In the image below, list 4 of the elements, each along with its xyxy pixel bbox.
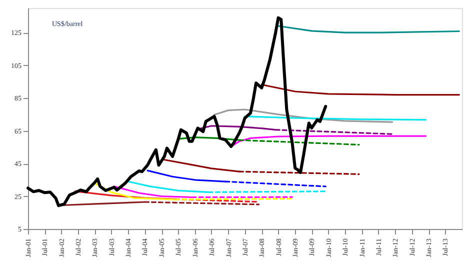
- line-series: [260, 84, 460, 96]
- line-series: [213, 108, 394, 123]
- line-series: [26, 16, 328, 208]
- line-series: [277, 25, 460, 34]
